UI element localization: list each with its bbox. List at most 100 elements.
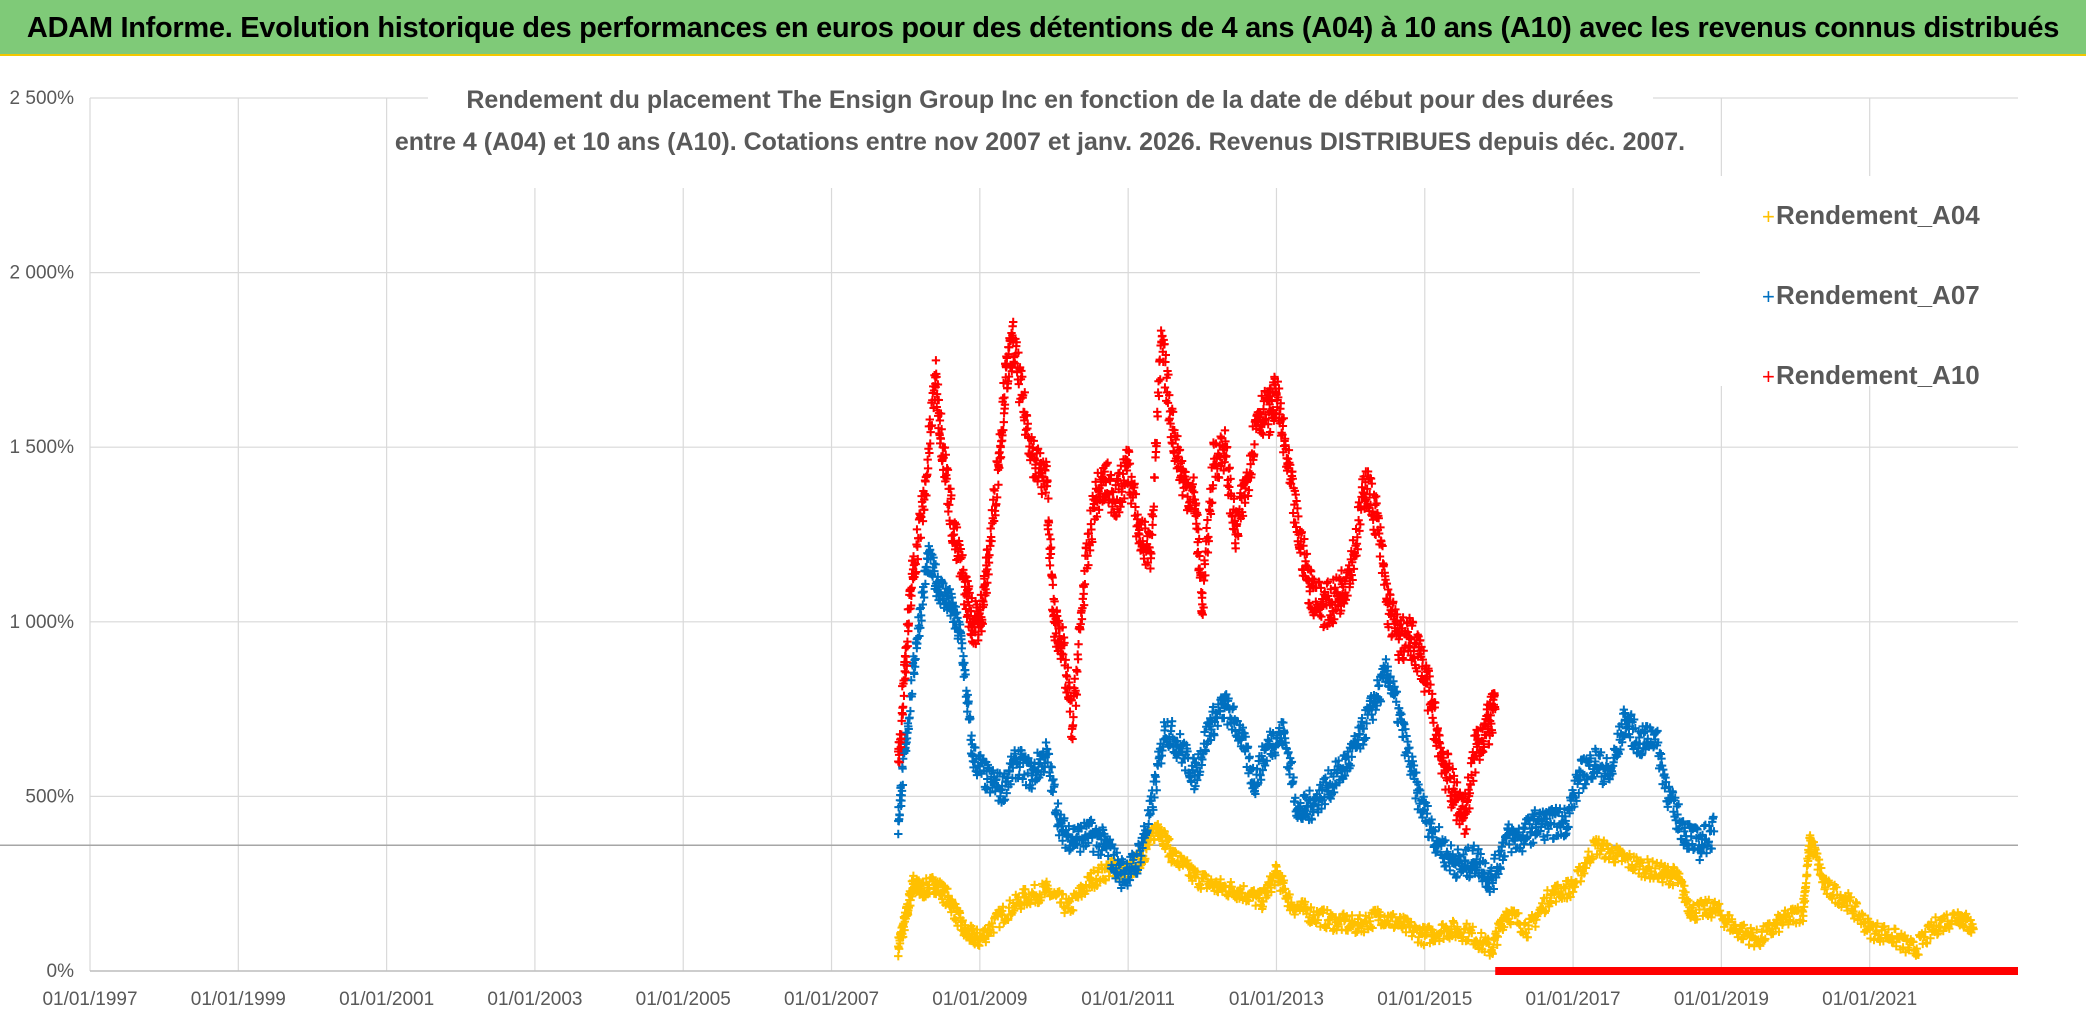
chart-title-line-2: entre 4 (A04) et 10 ans (A10). Cotations… [395,128,1685,156]
point-rendement-a04 [1832,883,1841,892]
point-rendement-a04 [1003,915,1013,925]
point-rendement-a07 [1096,850,1105,859]
point-rendement-a04 [1267,887,1276,897]
point-rendement-a10 [1231,544,1240,553]
point-rendement-a10 [1356,520,1365,529]
point-rendement-a07 [1709,812,1718,822]
point-rendement-a07 [1258,765,1267,775]
banner-title: ADAM Informe. Evolution historique des p… [26,12,2060,44]
point-rendement-a04 [1806,834,1815,843]
point-rendement-a07 [1189,754,1198,763]
point-rendement-a07 [1329,788,1339,797]
point-rendement-a04 [1776,917,1785,927]
y-tick-label: 500% [25,786,74,807]
point-rendement-a04 [1212,882,1222,892]
point-rendement-a07 [1355,729,1364,739]
x-tick-label: 01/01/2021 [1822,989,1917,1010]
point-rendement-a07 [1175,729,1185,739]
point-rendement-a10 [1154,377,1163,386]
point-rendement-a04 [1353,921,1363,930]
point-rendement-a04 [1541,906,1550,916]
point-rendement-a04 [1551,897,1561,906]
point-rendement-a10 [935,416,945,425]
point-rendement-a04 [1462,919,1471,928]
point-rendement-a10 [1150,473,1159,483]
point-rendement-a10 [931,356,941,365]
point-rendement-a04 [1651,864,1660,873]
point-rendement-a04 [1150,835,1159,845]
point-rendement-a07 [1695,855,1704,865]
chart-title-line-1: Rendement du placement The Ensign Group … [466,86,1613,114]
point-rendement-a04 [1306,903,1316,912]
point-rendement-a07 [1271,750,1280,760]
point-rendement-a07 [1092,824,1101,834]
point-rendement-a10 [1046,543,1056,552]
banner: ADAM Informe. Evolution historique des p… [0,0,2086,56]
point-rendement-a07 [1103,851,1113,861]
point-rendement-a07 [1187,777,1196,787]
point-rendement-a10 [1156,375,1165,384]
point-rendement-a04 [1738,934,1748,944]
point-rendement-a04 [894,942,903,951]
point-rendement-a04 [1235,886,1244,895]
point-rendement-a04 [1784,920,1793,929]
point-rendement-a07 [1307,815,1317,824]
point-rendement-a10 [1379,560,1389,569]
point-rendement-a04 [1082,886,1091,895]
point-rendement-a04 [1849,907,1858,916]
point-rendement-a07 [955,620,965,629]
point-rendement-a04 [1914,950,1923,959]
point-rendement-a04 [1142,844,1151,854]
point-rendement-a07 [1125,875,1135,885]
point-rendement-a07 [1112,848,1121,857]
point-rendement-a10 [1009,317,1018,327]
x-tick-label: 01/01/2019 [1674,989,1769,1010]
point-rendement-a04 [1279,876,1289,885]
point-rendement-a04 [1926,934,1935,943]
point-rendement-a07 [1213,721,1222,731]
point-rendement-a04 [1201,871,1211,881]
point-rendement-a07 [964,697,973,706]
point-rendement-a04 [1566,892,1575,902]
point-rendement-a07 [907,676,916,685]
point-rendement-a07 [1143,826,1152,835]
point-rendement-a07 [1157,759,1166,768]
legend-marker-a07: + [1762,284,1775,309]
point-rendement-a10 [923,455,932,464]
point-rendement-a04 [1684,896,1693,905]
point-rendement-a04 [1058,890,1068,899]
point-rendement-a04 [1244,896,1253,906]
point-rendement-a07 [1001,777,1011,787]
point-rendement-a07 [981,785,990,794]
point-rendement-a04 [951,899,960,909]
y-tick-label: 1 000% [10,612,75,633]
point-rendement-a07 [919,593,929,602]
x-tick-label: 01/01/2013 [1229,989,1324,1010]
point-rendement-a04 [1692,915,1702,924]
point-rendement-a10 [901,652,910,661]
point-rendement-a07 [1122,859,1132,868]
point-rendement-a10 [926,439,935,448]
point-rendement-a10 [899,691,909,701]
point-rendement-a07 [951,602,960,611]
point-rendement-a04 [1037,893,1046,902]
x-axis-ticks: 01/01/1997 01/01/1999 01/01/2001 01/01/2003… [42,989,1917,1010]
legend: + Rendement_A04 + Rendement_A07 + Rendem… [1700,176,2018,390]
point-rendement-a04 [1309,910,1318,920]
point-rendement-a04 [1891,924,1900,934]
point-rendement-a04 [908,892,917,901]
point-rendement-a07 [1245,752,1254,761]
point-rendement-a04 [1464,935,1473,945]
point-rendement-a10 [912,525,922,534]
point-rendement-a04 [1757,927,1767,937]
point-rendement-a07 [1303,809,1312,819]
point-rendement-a04 [1477,928,1486,938]
point-rendement-a07 [1018,774,1027,784]
point-rendement-a07 [1033,748,1042,757]
point-rendement-a07 [1275,723,1284,733]
point-rendement-a07 [1077,824,1086,833]
point-rendement-a04 [1709,903,1719,913]
point-rendement-a04 [1401,928,1411,937]
point-rendement-a07 [985,788,995,797]
y-tick-label: 2 500% [10,88,75,109]
